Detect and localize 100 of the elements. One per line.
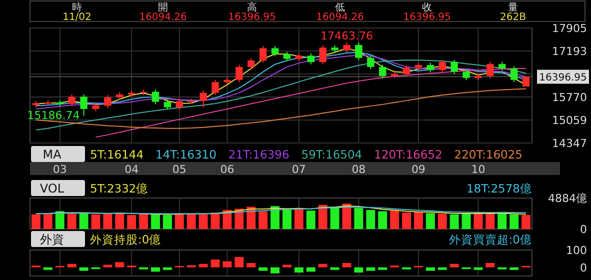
bar <box>127 215 136 229</box>
x-tick-label: 07 <box>292 163 306 176</box>
text: 開 <box>158 2 168 14</box>
bar <box>486 214 495 229</box>
x-tick-label: 05 <box>172 163 186 176</box>
y-tick-label: 15059 <box>552 114 587 127</box>
text: 量 <box>508 2 518 14</box>
bar <box>330 206 340 229</box>
bar <box>318 264 328 268</box>
chart-title: 外資 <box>40 232 64 246</box>
candlestick <box>438 59 446 73</box>
candlestick <box>259 45 267 64</box>
bar <box>103 264 112 268</box>
bar <box>378 267 388 270</box>
bar <box>294 208 304 229</box>
bar <box>450 214 459 229</box>
bar <box>426 267 435 271</box>
y-tick-label: 100 <box>566 244 587 257</box>
bar <box>366 210 376 229</box>
text: 時 <box>72 2 82 14</box>
bar <box>390 210 400 229</box>
chart-title: VOL <box>40 182 64 196</box>
candlestick <box>80 94 88 116</box>
bar <box>186 214 196 229</box>
text: 高 <box>247 2 257 14</box>
text: 220T:16025 <box>454 148 522 162</box>
bar <box>115 212 124 229</box>
text: 低 <box>335 2 345 14</box>
text: 16396.95 <box>228 12 276 23</box>
bar <box>318 204 328 229</box>
series-label: 18T:2578億 <box>466 182 532 196</box>
x-tick-label: 10 <box>471 163 486 176</box>
bar <box>474 267 483 270</box>
bar <box>486 263 495 268</box>
bar <box>270 267 280 274</box>
bar <box>306 267 316 272</box>
text: 14T:16310 <box>156 148 216 162</box>
bar <box>462 213 471 229</box>
text: 外資持股:0億 <box>90 232 162 246</box>
bar <box>378 211 388 229</box>
bar <box>354 267 364 273</box>
bar <box>474 212 483 229</box>
bar <box>139 214 148 229</box>
candlestick <box>498 61 506 72</box>
candlestick <box>176 98 183 110</box>
bar <box>438 214 447 229</box>
bar <box>67 264 76 268</box>
text: 16396.95 <box>403 12 451 23</box>
candlestick <box>343 42 350 53</box>
text: 11/02 <box>62 12 92 23</box>
candlestick <box>283 51 291 62</box>
bar <box>198 264 208 268</box>
bar <box>450 264 459 268</box>
bar <box>414 212 423 229</box>
text: 5T:16144 <box>90 148 144 162</box>
bar <box>234 208 244 229</box>
y-tick-label: 14347 <box>552 137 587 150</box>
bar <box>282 264 292 268</box>
bar <box>246 206 256 229</box>
ref-line-label: 16396.95 <box>539 72 587 84</box>
bar <box>210 260 220 268</box>
bar <box>67 214 76 229</box>
bar <box>91 214 100 229</box>
x-tick-label: 04 <box>124 163 139 176</box>
text: 59T:16504 <box>301 148 362 162</box>
bar <box>402 212 411 229</box>
x-tick-label: 03 <box>52 163 67 176</box>
text: 120T:16652 <box>374 148 442 162</box>
text: 外資買賣超:0億 <box>448 232 532 246</box>
bar <box>222 261 232 268</box>
text: 16094.26 <box>316 12 364 23</box>
bar <box>43 213 52 229</box>
x-tick-label: 08 <box>352 163 366 176</box>
candlestick <box>486 61 494 79</box>
bar <box>438 267 447 270</box>
y-tick-label: 17905 <box>552 22 587 35</box>
bar <box>151 214 160 229</box>
bar <box>498 212 507 229</box>
bar <box>282 210 292 229</box>
x-tick-label: 06 <box>220 163 234 176</box>
bar <box>115 262 124 268</box>
bar <box>234 256 244 268</box>
bar <box>55 211 64 229</box>
candlestick <box>450 59 458 75</box>
bar <box>198 214 208 229</box>
bar <box>162 215 172 229</box>
annotation: 17463.76 <box>320 29 373 42</box>
bar <box>79 212 88 229</box>
bar <box>246 263 256 268</box>
bar <box>174 213 184 229</box>
x-tick-label: 09 <box>411 163 426 176</box>
bar <box>222 210 232 229</box>
bar <box>151 267 160 272</box>
candlestick <box>104 94 112 108</box>
bar <box>294 267 304 273</box>
bar <box>354 208 364 229</box>
bar <box>306 210 316 229</box>
bar <box>103 213 112 229</box>
candlestick <box>248 58 255 70</box>
candlestick <box>319 44 326 65</box>
